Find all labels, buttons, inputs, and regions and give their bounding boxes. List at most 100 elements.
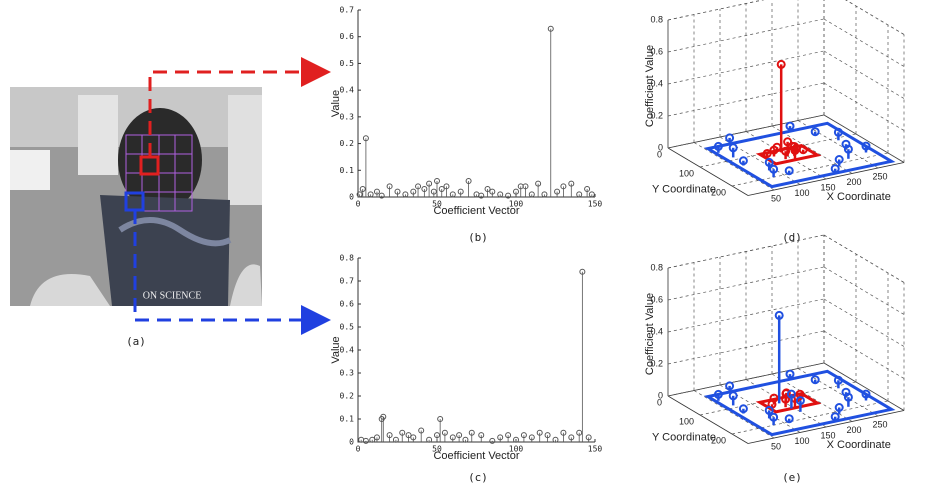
y-tick-label: 0.4 bbox=[340, 346, 355, 355]
box-edge bbox=[747, 162, 905, 196]
y-tick-label: 0.3 bbox=[340, 112, 355, 121]
x-axis-label: X Coordinate bbox=[827, 439, 891, 451]
stem-marker bbox=[738, 156, 748, 166]
photo: ON SCIENCE bbox=[10, 87, 262, 306]
grid-line bbox=[823, 266, 905, 315]
book-swirl bbox=[118, 217, 232, 247]
y-tick-label: 0.5 bbox=[340, 59, 355, 68]
grid-line bbox=[823, 50, 905, 99]
y-tick-label: 0.8 bbox=[340, 254, 355, 263]
stem-marker bbox=[795, 396, 805, 406]
stem-marker bbox=[784, 166, 794, 176]
x-tick-label: 0 bbox=[356, 200, 361, 209]
stem-marker bbox=[367, 191, 374, 198]
y-tick-label: 0.6 bbox=[340, 300, 355, 309]
stem-marker bbox=[535, 180, 542, 187]
y-tick-label: 0.7 bbox=[340, 6, 355, 15]
stem-marker bbox=[588, 191, 595, 198]
stem-marker bbox=[781, 388, 791, 398]
stem-marker bbox=[386, 432, 393, 439]
y-tick-label: 0 bbox=[349, 438, 354, 447]
stem-marker bbox=[386, 183, 393, 190]
y-tick-label: 0.5 bbox=[340, 323, 355, 332]
stem-marker bbox=[833, 375, 843, 385]
z-tick-label: 0 bbox=[658, 142, 663, 152]
stem-marker bbox=[456, 432, 463, 439]
x-tick-label: 50 bbox=[771, 193, 781, 203]
stem-marker bbox=[378, 192, 385, 199]
x-tick-label: 50 bbox=[432, 445, 442, 454]
stem-marker bbox=[787, 141, 797, 151]
z-tick-label: 0.2 bbox=[650, 358, 663, 368]
x-tick-label: 100 bbox=[794, 436, 809, 446]
stem-marker bbox=[457, 188, 464, 195]
z-tick-label: 0.4 bbox=[650, 78, 663, 88]
stem-marker bbox=[560, 183, 567, 190]
window bbox=[10, 150, 50, 190]
stem-marker bbox=[478, 192, 485, 199]
stem-marker bbox=[713, 141, 723, 151]
panel-label: (a) bbox=[126, 335, 146, 348]
stem-marker bbox=[478, 432, 485, 439]
z-tick-label: 0.6 bbox=[650, 46, 663, 56]
box-edge bbox=[667, 395, 749, 444]
stem-marker bbox=[513, 188, 519, 195]
stem-marker bbox=[462, 436, 469, 443]
stem-marker bbox=[785, 369, 795, 379]
grid-line bbox=[823, 298, 905, 347]
stem-marker bbox=[380, 413, 387, 420]
x-axis-label: Coefficient Vector bbox=[433, 205, 519, 217]
z-tick-label: 0.6 bbox=[650, 294, 663, 304]
stem-marker bbox=[426, 180, 433, 187]
arrow-blue bbox=[133, 210, 331, 335]
z-axis-label: Coefficient Value bbox=[644, 293, 656, 375]
stem-marker bbox=[437, 416, 444, 422]
stem-marker bbox=[468, 429, 475, 436]
grid-line bbox=[667, 362, 825, 397]
search-region bbox=[703, 369, 896, 437]
stem-marker bbox=[568, 434, 575, 441]
hands bbox=[30, 264, 262, 306]
grid-line bbox=[845, 0, 905, 35]
axis-frame bbox=[357, 10, 595, 198]
stem-marker bbox=[426, 436, 433, 443]
box-edge bbox=[823, 362, 905, 411]
stem-marker bbox=[410, 434, 417, 441]
stem-marker bbox=[522, 183, 529, 190]
z-tick-label: 0.4 bbox=[650, 326, 663, 336]
stem-marker bbox=[774, 310, 784, 320]
y-tick-label: 0.3 bbox=[340, 369, 355, 378]
y-tick-label: 0 bbox=[657, 397, 662, 407]
y-tick-label: 100 bbox=[679, 416, 694, 426]
stem-marker bbox=[369, 436, 376, 443]
shelf bbox=[228, 95, 262, 205]
stem-marker bbox=[465, 177, 472, 184]
grid-line bbox=[667, 298, 825, 333]
stem-marker bbox=[762, 148, 772, 158]
stem-marker bbox=[576, 191, 583, 198]
z-tick-label: 0.8 bbox=[650, 262, 663, 272]
stem-marker bbox=[576, 429, 583, 436]
stem-marker bbox=[430, 188, 437, 195]
book-text: ON SCIENCE bbox=[143, 290, 202, 301]
y-axis-label: Y Coordinate bbox=[652, 432, 716, 444]
stem-marker bbox=[810, 127, 820, 137]
stem-marker bbox=[769, 412, 779, 422]
stem-marker bbox=[438, 185, 445, 192]
stem-marker bbox=[410, 188, 417, 195]
stem-marker bbox=[798, 145, 808, 155]
panel-label: (e) bbox=[782, 471, 802, 484]
stem-marker bbox=[764, 405, 774, 415]
y-tick-label: 0.1 bbox=[340, 166, 355, 175]
stem-marker bbox=[861, 141, 871, 151]
stem-marker bbox=[443, 183, 450, 190]
stem-marker bbox=[784, 414, 794, 424]
stem-marker bbox=[520, 432, 527, 439]
box-edge bbox=[823, 114, 905, 163]
y-tick-label: 0 bbox=[657, 149, 662, 159]
stem-marker bbox=[373, 434, 380, 441]
stem-marker bbox=[362, 437, 369, 444]
axis-frame bbox=[357, 258, 595, 443]
stem-marker bbox=[738, 404, 748, 414]
stem-marker bbox=[552, 436, 559, 443]
